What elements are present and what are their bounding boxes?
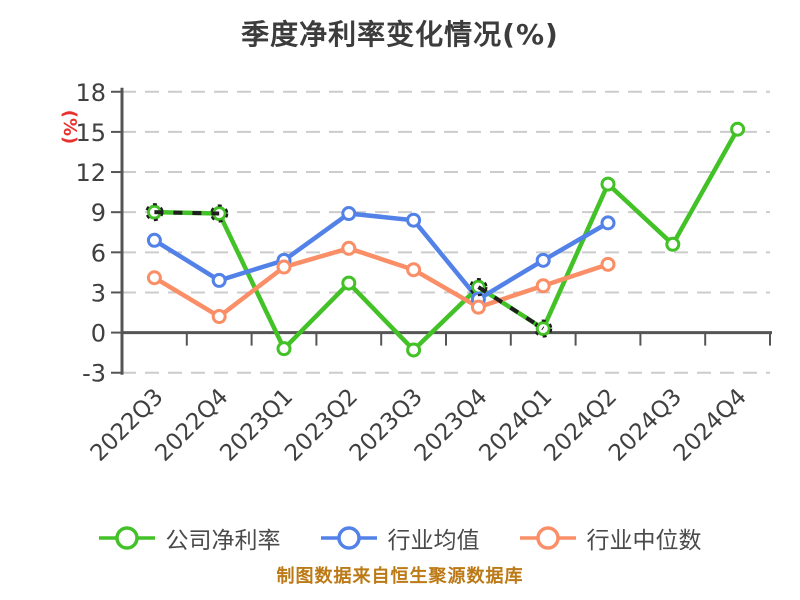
data-point-行业中位数-2023Q2 (341, 240, 357, 256)
chart-title: 季度净利率变化情况(%) (241, 18, 559, 51)
dashed-overlay-ring-0 (145, 203, 164, 222)
legend-item-company-net-margin[interactable]: 公司净利率 (98, 521, 281, 555)
x-tick-label-2024Q4: 2024Q4 (669, 384, 752, 467)
data-point-行业中位数-2023Q4 (470, 299, 486, 315)
data-point-行业均值-2024Q2 (600, 215, 616, 231)
legend-item-industry-mean[interactable]: 行业均值 (320, 521, 480, 555)
series-line-行业中位数 (152, 246, 611, 319)
data-point-行业均值-2022Q4 (211, 272, 227, 288)
data-point-行业中位数-2022Q3 (146, 270, 162, 286)
legend-marker-orange-icon (519, 526, 576, 550)
y-tick-label-9: 9 (91, 199, 106, 227)
data-point-公司净利率-2023Q1 (276, 341, 292, 357)
legend-item-industry-median[interactable]: 行业中位数 (519, 521, 702, 555)
data-point-公司净利率-2024Q2 (600, 176, 616, 192)
y-tick-label-12: 12 (75, 159, 106, 187)
y-axis-unit-label: (%) (59, 110, 80, 145)
data-point-行业中位数-2023Q3 (406, 262, 422, 278)
legend: 公司净利率 行业均值 行业中位数 (0, 521, 800, 555)
data-point-公司净利率-2024Q4 (730, 121, 746, 137)
y-tick-label-15: 15 (75, 119, 106, 147)
dashed-overlay-ring-6 (534, 319, 553, 338)
legend-marker-green-icon (98, 526, 155, 550)
data-point-行业中位数-2022Q4 (211, 309, 227, 325)
data-point-公司净利率-2023Q2 (341, 275, 357, 291)
series-line-公司净利率 (152, 126, 740, 353)
y-tick-label-3: 3 (91, 279, 106, 307)
data-point-行业均值-2023Q3 (406, 212, 422, 228)
data-point-行业中位数-2024Q1 (535, 278, 551, 294)
legend-label: 行业均值 (387, 528, 480, 554)
y-tick-label-0: 0 (91, 320, 106, 348)
dashed-overlay-ring-1 (210, 204, 229, 223)
legend-label: 行业中位数 (586, 528, 702, 554)
data-point-行业均值-2024Q1 (535, 252, 551, 268)
data-point-公司净利率-2023Q3 (406, 342, 422, 358)
y-tick-label--3: -3 (82, 360, 106, 388)
y-tick-label-6: 6 (91, 239, 106, 267)
data-point-行业均值-2023Q2 (341, 206, 357, 222)
series-line-行业均值 (152, 211, 611, 302)
dashed-overlay-segment-5-6 (477, 285, 545, 331)
data-point-行业均值-2022Q3 (146, 232, 162, 248)
dashed-overlay-ring-5 (469, 278, 488, 297)
data-point-行业中位数-2023Q1 (276, 259, 292, 275)
data-point-公司净利率-2024Q3 (665, 236, 681, 252)
data-source-footer: 制图数据来自恒生聚源数据库 (276, 566, 524, 587)
legend-marker-blue-icon (320, 526, 377, 550)
y-tick-label-18: 18 (75, 79, 106, 107)
data-point-行业中位数-2024Q2 (600, 256, 616, 272)
legend-label: 公司净利率 (165, 528, 281, 554)
